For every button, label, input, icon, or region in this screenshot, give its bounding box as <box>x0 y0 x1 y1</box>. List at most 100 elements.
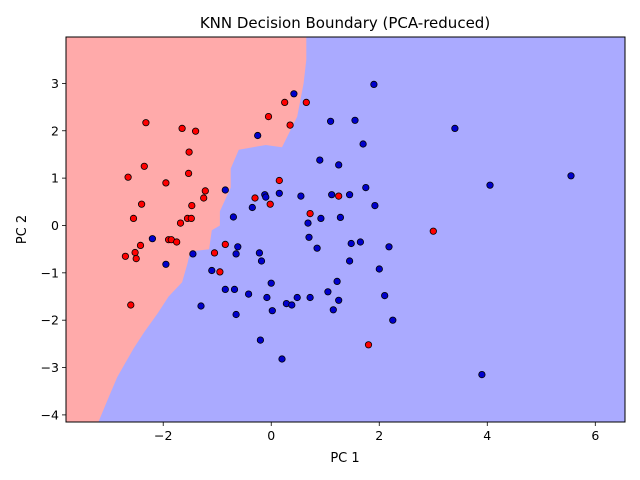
data-point <box>254 131 262 140</box>
data-point <box>136 241 145 249</box>
data-point <box>124 173 132 181</box>
y-tick-label: −4 <box>41 407 59 422</box>
y-axis-ticks: −4 −3 −2 −1 0 1 2 3 <box>41 76 66 422</box>
data-point <box>192 127 200 135</box>
data-point <box>162 260 170 268</box>
data-point <box>216 268 224 276</box>
data-point <box>245 290 253 298</box>
data-point <box>140 162 148 170</box>
data-point <box>275 176 283 185</box>
data-point <box>262 193 270 201</box>
data-point <box>131 248 139 257</box>
data-point <box>268 307 276 315</box>
data-point <box>329 306 337 314</box>
decision-regions <box>66 37 307 422</box>
data-point <box>256 336 264 344</box>
data-point <box>351 116 359 124</box>
data-point <box>185 169 193 177</box>
data-point <box>370 80 378 89</box>
x-tick-label: 2 <box>375 428 383 443</box>
data-point <box>201 187 209 195</box>
data-point <box>297 192 305 200</box>
data-point <box>251 194 259 202</box>
y-tick-label: 3 <box>51 76 59 91</box>
data-point <box>356 238 364 246</box>
data-point <box>178 124 186 132</box>
data-point <box>267 279 275 287</box>
data-point <box>221 240 229 248</box>
x-tick-label: 4 <box>483 428 491 443</box>
data-point <box>187 214 195 222</box>
data-point <box>127 301 135 309</box>
data-point <box>385 243 393 251</box>
data-point <box>200 194 208 202</box>
data-point <box>263 293 271 302</box>
y-tick-label: 1 <box>51 171 59 186</box>
data-point <box>176 219 185 227</box>
data-point <box>275 189 283 197</box>
scatter-points <box>121 80 575 379</box>
data-point <box>281 98 289 107</box>
data-point <box>345 191 354 199</box>
x-axis-ticks: −2 0 2 4 6 <box>154 422 599 443</box>
data-point <box>189 250 197 258</box>
y-tick-label: 2 <box>51 123 59 138</box>
data-point <box>255 249 263 257</box>
data-point <box>230 285 239 293</box>
data-point <box>142 119 150 127</box>
data-point <box>429 227 437 235</box>
data-point <box>567 172 575 180</box>
data-point <box>129 214 138 222</box>
data-point <box>162 179 170 187</box>
data-point <box>326 117 335 125</box>
chart-title: KNN Decision Boundary (PCA-reduced) <box>200 14 490 32</box>
data-point <box>148 235 156 243</box>
data-point <box>375 265 383 273</box>
data-point <box>132 255 140 263</box>
data-point <box>347 239 355 248</box>
data-point <box>364 341 373 349</box>
data-point <box>234 243 242 251</box>
y-tick-label: −1 <box>41 265 59 280</box>
x-tick-label: −2 <box>154 428 172 443</box>
data-point <box>345 257 354 265</box>
decision-region-red <box>66 37 307 422</box>
data-point <box>359 140 367 148</box>
data-point <box>266 200 274 208</box>
data-point <box>288 301 296 309</box>
data-point <box>336 213 344 221</box>
data-point <box>229 213 237 221</box>
data-point <box>290 90 298 98</box>
data-point <box>451 124 459 132</box>
data-point <box>210 249 219 257</box>
data-point <box>324 288 332 296</box>
data-point <box>486 181 494 189</box>
y-axis-label: PC 2 <box>15 215 30 244</box>
data-point <box>138 200 146 208</box>
data-point <box>335 192 343 200</box>
data-point <box>335 296 343 304</box>
data-point <box>185 148 193 156</box>
data-point <box>389 316 397 324</box>
data-point <box>121 252 130 260</box>
data-point <box>306 293 314 302</box>
x-tick-label: 0 <box>267 428 275 443</box>
data-point <box>197 302 205 310</box>
data-point <box>278 355 286 363</box>
data-point <box>304 219 312 227</box>
y-tick-label: 0 <box>51 218 59 233</box>
data-point <box>313 244 321 252</box>
x-axis-label: PC 1 <box>330 451 359 466</box>
data-point <box>208 266 216 275</box>
data-point <box>286 121 294 129</box>
data-point <box>328 191 336 199</box>
data-point <box>264 113 273 121</box>
data-point <box>302 98 310 107</box>
y-tick-label: −3 <box>41 360 59 375</box>
data-point <box>232 310 240 319</box>
plot-frame <box>65 36 626 423</box>
data-point <box>173 238 181 246</box>
data-point <box>317 214 325 222</box>
data-point <box>316 156 324 164</box>
